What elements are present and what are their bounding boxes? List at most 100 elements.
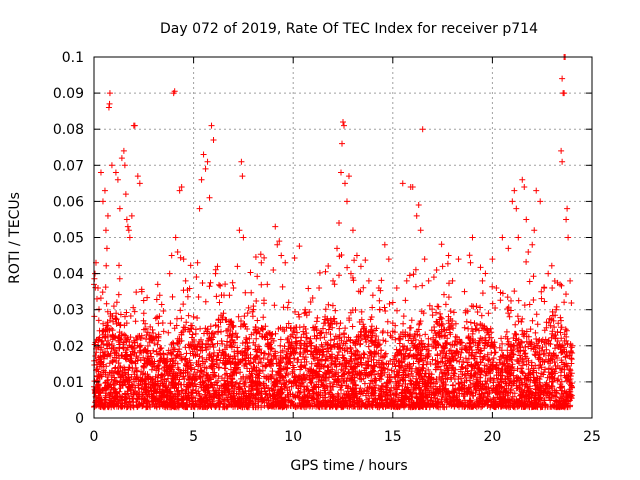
data-point xyxy=(381,241,388,248)
data-point xyxy=(296,313,303,320)
data-point xyxy=(322,313,329,320)
data-point xyxy=(375,285,382,292)
data-point xyxy=(202,165,209,172)
data-point xyxy=(182,277,189,284)
data-point xyxy=(445,252,452,259)
data-point xyxy=(557,281,564,288)
data-point xyxy=(234,263,241,270)
data-point xyxy=(310,324,317,331)
data-point xyxy=(104,212,111,219)
data-point xyxy=(258,259,265,266)
data-point xyxy=(334,245,341,252)
data-point xyxy=(559,75,566,82)
data-point xyxy=(393,285,400,292)
y-tick-label: 0.06 xyxy=(53,194,84,210)
data-point xyxy=(564,205,571,212)
data-point xyxy=(226,292,233,299)
data-point xyxy=(112,169,119,176)
data-point xyxy=(345,173,352,180)
x-tick-label: 0 xyxy=(90,429,99,445)
data-point xyxy=(186,357,193,364)
data-point xyxy=(336,220,343,227)
data-point xyxy=(94,285,101,292)
data-point xyxy=(509,198,516,205)
data-point xyxy=(121,162,128,169)
data-point xyxy=(525,248,532,255)
data-point xyxy=(558,147,565,154)
data-point xyxy=(347,270,354,277)
data-point xyxy=(236,227,243,234)
data-point xyxy=(499,234,506,241)
data-point xyxy=(421,256,428,263)
data-point xyxy=(174,248,181,255)
data-point xyxy=(274,241,281,248)
y-tick-label: 0.04 xyxy=(53,267,84,283)
data-point xyxy=(369,292,376,299)
data-point xyxy=(278,252,285,259)
data-point xyxy=(537,198,544,205)
data-point xyxy=(533,187,540,194)
data-point xyxy=(114,176,121,183)
data-point xyxy=(238,158,245,165)
data-point xyxy=(99,198,106,205)
data-point xyxy=(385,256,392,263)
x-tick-label: 5 xyxy=(189,429,198,445)
data-point xyxy=(569,342,576,349)
data-point xyxy=(559,158,566,165)
y-axis-label: ROTI / TECUs xyxy=(7,192,23,284)
data-point xyxy=(116,205,123,212)
data-point xyxy=(515,234,522,241)
data-point xyxy=(138,288,145,295)
data-point xyxy=(206,194,213,201)
data-point xyxy=(264,281,271,288)
data-point xyxy=(561,90,568,97)
data-point xyxy=(128,212,135,219)
data-point xyxy=(240,234,247,241)
data-point xyxy=(122,191,129,198)
data-point xyxy=(200,151,207,158)
data-point xyxy=(242,339,249,346)
data-point xyxy=(353,252,360,259)
data-point xyxy=(338,169,345,176)
y-tick-label: 0.09 xyxy=(53,86,84,102)
data-point xyxy=(120,147,127,154)
data-point xyxy=(270,266,277,273)
data-point xyxy=(254,317,261,324)
data-point xyxy=(489,256,496,263)
data-point xyxy=(282,259,289,266)
data-points xyxy=(91,54,576,364)
data-point xyxy=(357,263,364,270)
data-point xyxy=(339,140,346,147)
data-point xyxy=(210,137,217,144)
data-point xyxy=(469,234,476,241)
data-point xyxy=(208,122,215,129)
data-point xyxy=(467,259,474,266)
data-point xyxy=(415,202,422,209)
data-point xyxy=(220,310,227,317)
data-point xyxy=(330,277,337,284)
y-tick-label: 0 xyxy=(75,411,84,427)
data-point xyxy=(212,270,219,277)
data-point xyxy=(567,277,574,284)
data-point xyxy=(166,270,173,277)
data-point xyxy=(563,216,570,223)
data-point xyxy=(176,187,183,194)
y-tick-label: 0.03 xyxy=(53,303,84,319)
data-point xyxy=(103,245,110,252)
data-point xyxy=(316,285,323,292)
data-point xyxy=(417,227,424,234)
y-tick-label: 0.07 xyxy=(53,158,84,174)
y-tick-label: 0.01 xyxy=(53,375,84,391)
data-point xyxy=(118,155,125,162)
data-point xyxy=(341,180,348,187)
data-point xyxy=(553,306,560,313)
data-point xyxy=(214,263,221,270)
data-point xyxy=(230,285,237,292)
data-point xyxy=(108,162,115,169)
data-point xyxy=(455,256,462,263)
data-point xyxy=(343,198,350,205)
data-point xyxy=(136,180,143,187)
data-point xyxy=(196,205,203,212)
data-point xyxy=(485,310,492,317)
